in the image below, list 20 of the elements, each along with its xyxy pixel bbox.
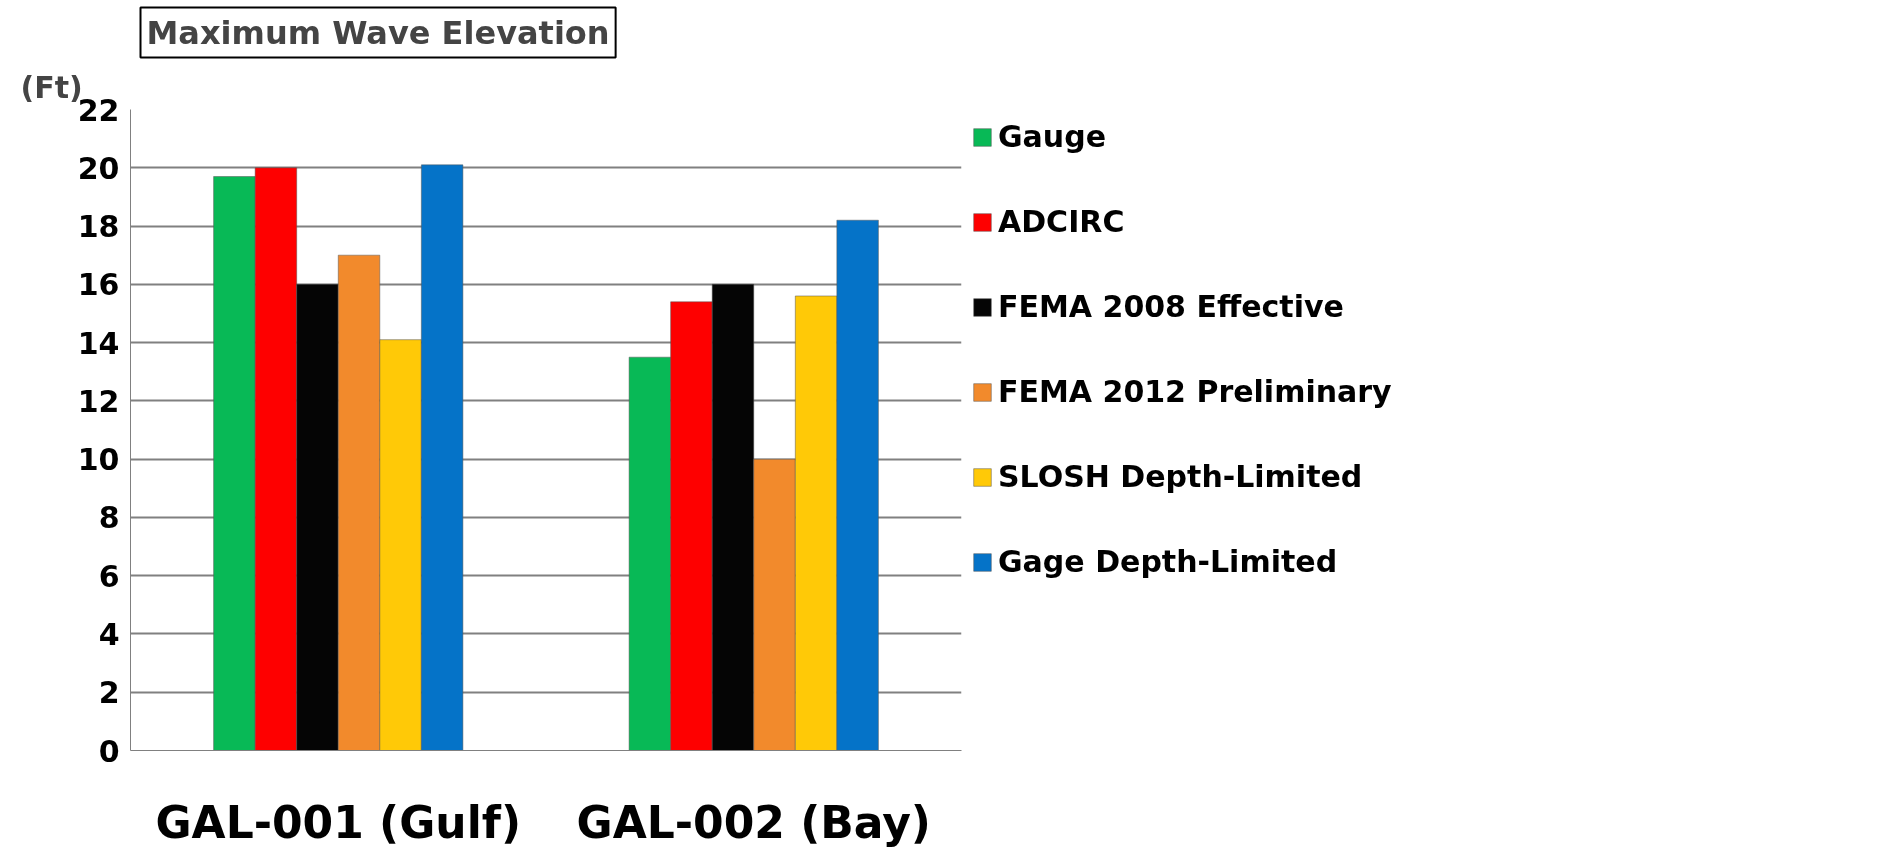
legend-label: Gauge xyxy=(998,119,1107,154)
legend-label: FEMA 2012 Preliminary xyxy=(998,374,1392,409)
y-tick-label: 12 xyxy=(77,383,120,419)
y-tick-label: 20 xyxy=(77,150,120,186)
y-tick-label: 0 xyxy=(98,733,120,769)
y-tick-label: 2 xyxy=(98,675,120,711)
y-tick-label: 6 xyxy=(98,558,120,594)
chart-title: Maximum Wave Elevation xyxy=(146,13,610,52)
legend-label: FEMA 2008 Effective xyxy=(998,289,1344,324)
x-tick-label: GAL-001 (Gulf) xyxy=(155,796,522,848)
y-tick-label: 18 xyxy=(77,209,120,245)
legend-label: Gage Depth-Limited xyxy=(998,544,1338,579)
y-tick-label: 14 xyxy=(77,325,120,361)
legend-label: SLOSH Depth-Limited xyxy=(998,459,1363,494)
y-tick-label: 4 xyxy=(98,616,120,652)
y-tick-label: 8 xyxy=(98,500,120,536)
legend-label: ADCIRC xyxy=(998,204,1125,239)
y-tick-label: 10 xyxy=(77,442,120,478)
y-tick-label: 16 xyxy=(77,267,120,303)
x-tick-label: GAL-002 (Bay) xyxy=(576,796,931,848)
